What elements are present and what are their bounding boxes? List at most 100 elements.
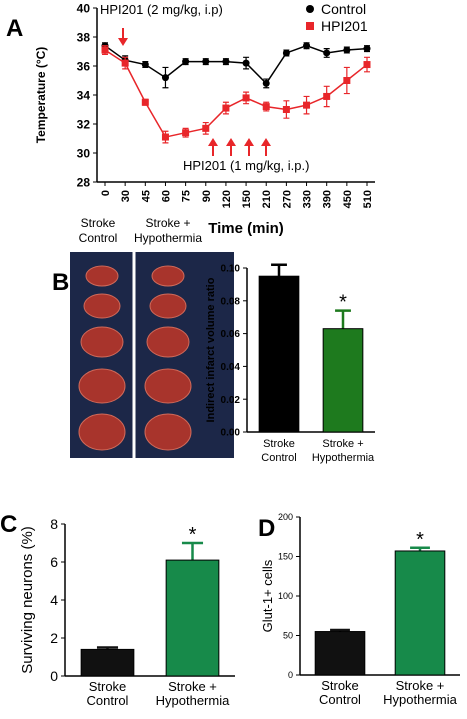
image-label: Stroke (81, 216, 116, 230)
y-tick-label: 32 (77, 117, 91, 131)
x-tick-label: 390 (322, 190, 334, 208)
marker (202, 124, 210, 132)
marker (323, 49, 331, 57)
y-tick-label: 0.02 (221, 395, 241, 406)
marker (182, 129, 190, 137)
y-axis-label: Glut-1+ cells (260, 559, 275, 632)
error-bar (271, 263, 287, 277)
y-tick-label: 200 (278, 512, 293, 522)
x-tick-label: 150 (241, 190, 253, 208)
x-tick-label: 510 (362, 190, 374, 208)
x-tick-label: 30 (120, 190, 132, 202)
y-tick-label: 8 (50, 516, 58, 532)
marker (363, 61, 371, 69)
error-bar (181, 541, 204, 561)
x-tick-label: Hypothermia (156, 693, 230, 708)
marker (222, 104, 230, 112)
y-tick-label: 0.08 (221, 296, 241, 307)
error-bar (410, 546, 430, 551)
x-tick-label: 45 (140, 190, 152, 202)
marker (282, 49, 290, 57)
y-tick-label: 2 (50, 630, 58, 646)
x-tick-label: Stroke (263, 438, 295, 450)
y-axis-label: Temperature (°C) (34, 47, 48, 144)
marker (161, 133, 169, 141)
y-tick-label: 0.10 (221, 264, 241, 275)
image-label: Stroke + (145, 216, 190, 230)
y-tick-label: 0.04 (221, 362, 241, 373)
x-tick-label: Control (261, 452, 296, 464)
x-tick-label: 120 (221, 190, 233, 208)
x-tick-label: Hypothermia (312, 452, 375, 464)
annotation: HPI201 (2 mg/kg, i.p) (100, 2, 223, 17)
bar (394, 550, 446, 676)
bar (80, 648, 135, 677)
marker (303, 42, 311, 50)
marker (182, 58, 190, 66)
marker (202, 58, 210, 66)
error-bar (335, 309, 351, 329)
marker (343, 46, 351, 54)
x-tick-label: 330 (302, 190, 314, 208)
legend-marker (306, 5, 314, 13)
dose-arrows (118, 28, 271, 156)
y-axis-label: Indirect infarct volume ratio (205, 277, 217, 422)
x-tick-label: Hypothermia (383, 692, 457, 707)
marker (101, 46, 109, 54)
x-tick-label: 75 (181, 190, 193, 202)
legend-label: Control (321, 1, 366, 17)
y-tick-label: 30 (77, 146, 91, 160)
bar (258, 275, 300, 433)
y-tick-label: 100 (278, 591, 293, 601)
legend-label: HPI201 (321, 18, 368, 34)
x-tick-label: 210 (261, 190, 273, 208)
y-tick-label: 150 (278, 552, 293, 562)
brain-slices-photo (70, 252, 234, 458)
y-tick-label: 40 (77, 1, 91, 15)
significance-marker: * (189, 524, 197, 546)
marker (121, 59, 129, 67)
y-tick-label: 0 (50, 668, 58, 684)
marker (363, 45, 371, 53)
y-tick-label: 0.06 (221, 329, 241, 340)
panel-label: C (0, 511, 17, 538)
x-tick-label: Stroke + (168, 679, 217, 694)
x-tick-label: 270 (281, 190, 293, 208)
y-tick-label: 34 (77, 88, 91, 102)
x-tick-label: Stroke + (322, 438, 363, 450)
y-tick-label: 0 (288, 670, 293, 680)
y-tick-label: 50 (283, 631, 293, 641)
marker (282, 106, 290, 113)
series-line (104, 44, 368, 85)
marker (323, 92, 331, 100)
marker (242, 94, 250, 102)
bar (314, 631, 366, 676)
y-tick-label: 0.00 (221, 428, 241, 439)
y-tick-label: 28 (77, 175, 91, 189)
annotation: HPI201 (1 mg/kg, i.p.) (183, 158, 309, 173)
y-tick-label: 38 (77, 30, 91, 44)
x-tick-label: 0 (100, 190, 112, 196)
x-tick-label: 60 (160, 190, 172, 202)
x-tick-label: Stroke + (396, 678, 445, 693)
x-tick-label: Control (87, 693, 129, 708)
marker (343, 77, 351, 84)
x-tick-label: 450 (342, 190, 354, 208)
x-axis-label: Time (min) (208, 220, 284, 237)
y-tick-label: 4 (50, 592, 58, 608)
x-tick-label: Control (319, 692, 361, 707)
image-label: Hypothermia (134, 231, 202, 245)
panel-label: D (258, 515, 275, 542)
x-tick-label: Stroke (89, 679, 127, 694)
marker (262, 79, 270, 87)
panel-label: A (6, 15, 23, 42)
marker (141, 61, 149, 69)
panel-label: B (52, 269, 69, 296)
bar (165, 559, 220, 677)
marker (262, 103, 270, 111)
x-tick-label: Stroke (321, 678, 359, 693)
y-axis-label: Surviving neurons (%) (19, 526, 36, 674)
significance-marker: * (416, 529, 424, 551)
marker (222, 58, 230, 66)
